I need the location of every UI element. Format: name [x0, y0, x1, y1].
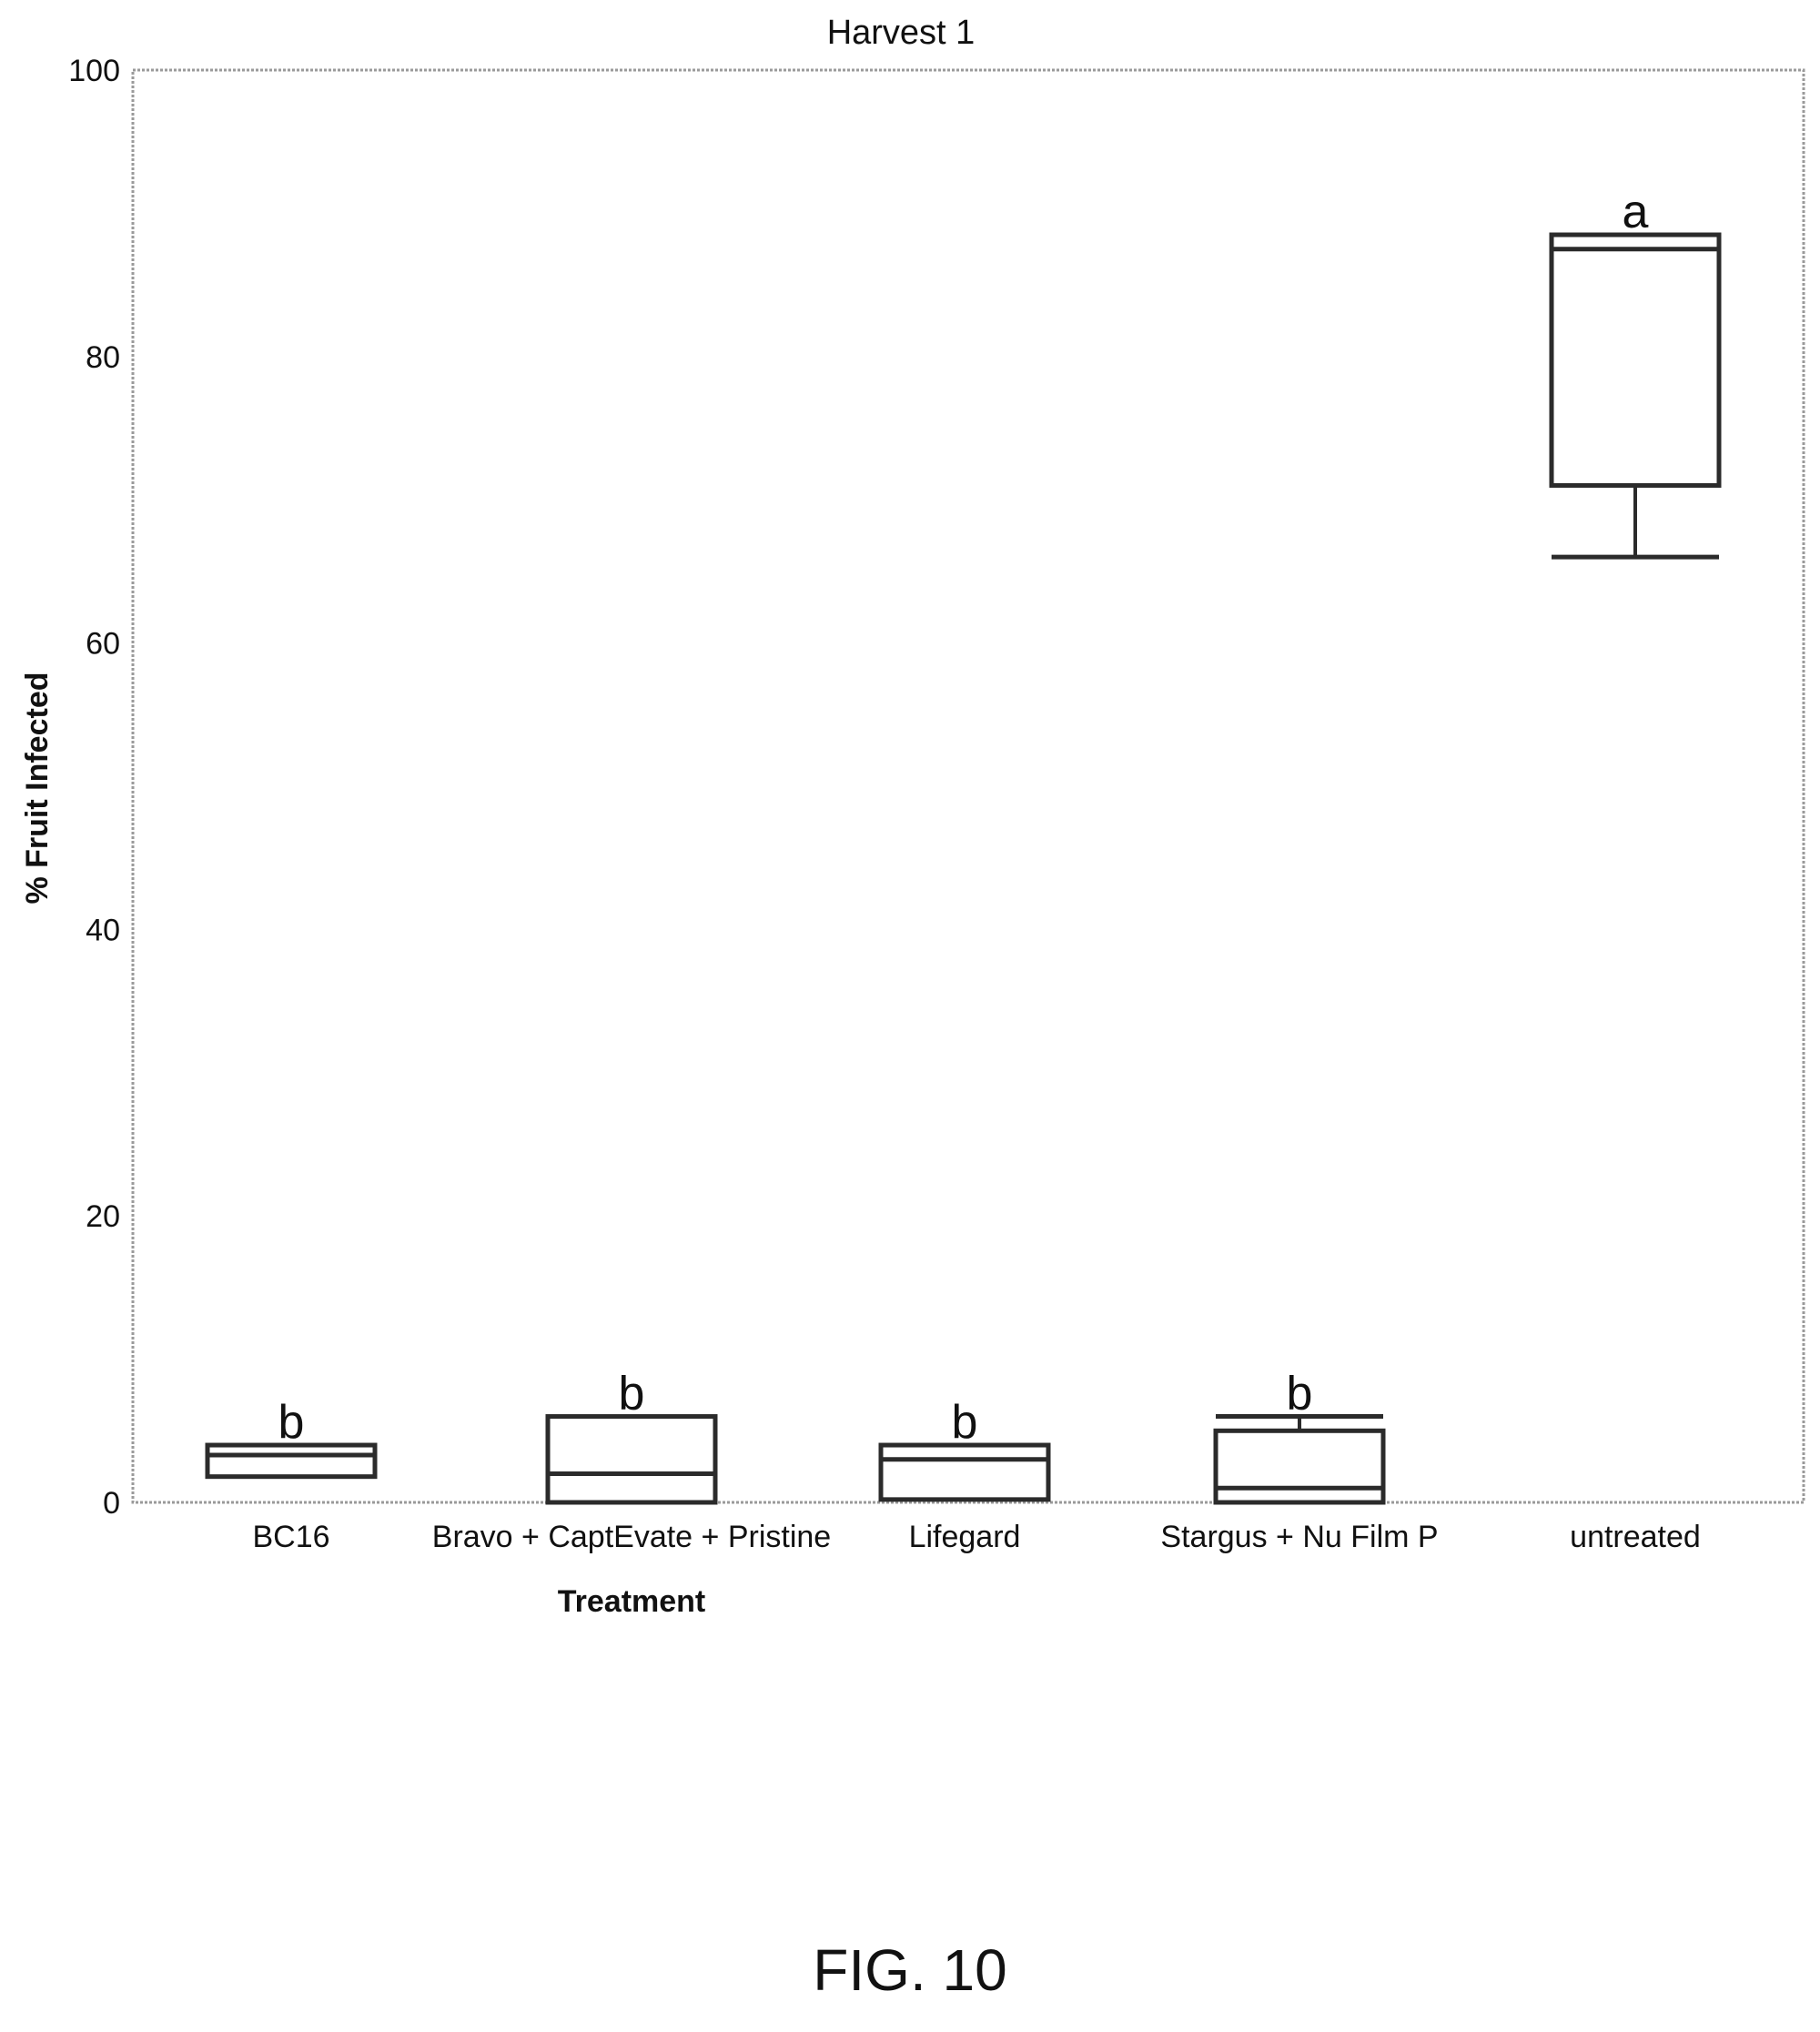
x-axis-label: Treatment — [558, 1584, 706, 1619]
x-tick-label: Bravo + CaptEvate + Pristine — [432, 1520, 831, 1554]
y-tick-label: 80 — [86, 340, 120, 375]
x-tick-label: untreated — [1570, 1520, 1701, 1554]
y-tick-label: 60 — [86, 627, 120, 662]
y-axis-ticks: 0 20 40 60 80 100 — [68, 54, 120, 1521]
box-1: b — [545, 1368, 718, 1505]
box-body — [1549, 232, 1722, 488]
group-letter: b — [952, 1396, 978, 1449]
y-axis-label: % Fruit Infected — [20, 672, 55, 904]
box-2: b — [878, 1396, 1051, 1502]
group-letter: b — [278, 1396, 305, 1449]
box-3: b — [1213, 1368, 1386, 1505]
x-tick-label: BC16 — [252, 1520, 329, 1554]
figure-label: FIG. 10 — [813, 1937, 1007, 2003]
box-body — [1213, 1428, 1386, 1505]
box-body — [205, 1442, 378, 1480]
chart-title: Harvest 1 — [827, 14, 976, 52]
y-tick-label: 20 — [86, 1199, 120, 1234]
group-letter: b — [1287, 1368, 1313, 1420]
box-body — [545, 1414, 718, 1505]
box-series: b b b b a — [205, 186, 1722, 1505]
box-0: b — [205, 1396, 378, 1480]
group-letter: a — [1623, 186, 1649, 238]
y-tick-label: 0 — [103, 1486, 120, 1521]
x-tick-label: Stargus + Nu Film P — [1160, 1520, 1438, 1554]
y-tick-label: 40 — [86, 913, 120, 947]
plot-frame — [131, 68, 1805, 1504]
y-tick-label: 100 — [68, 54, 120, 88]
x-tick-label: Lifegard — [909, 1520, 1021, 1554]
box-body — [878, 1442, 1051, 1502]
group-letter: b — [619, 1368, 645, 1420]
x-axis-ticks: BC16 Bravo + CaptEvate + Pristine Lifegard… — [252, 1520, 1700, 1554]
box-4: a — [1549, 186, 1722, 560]
